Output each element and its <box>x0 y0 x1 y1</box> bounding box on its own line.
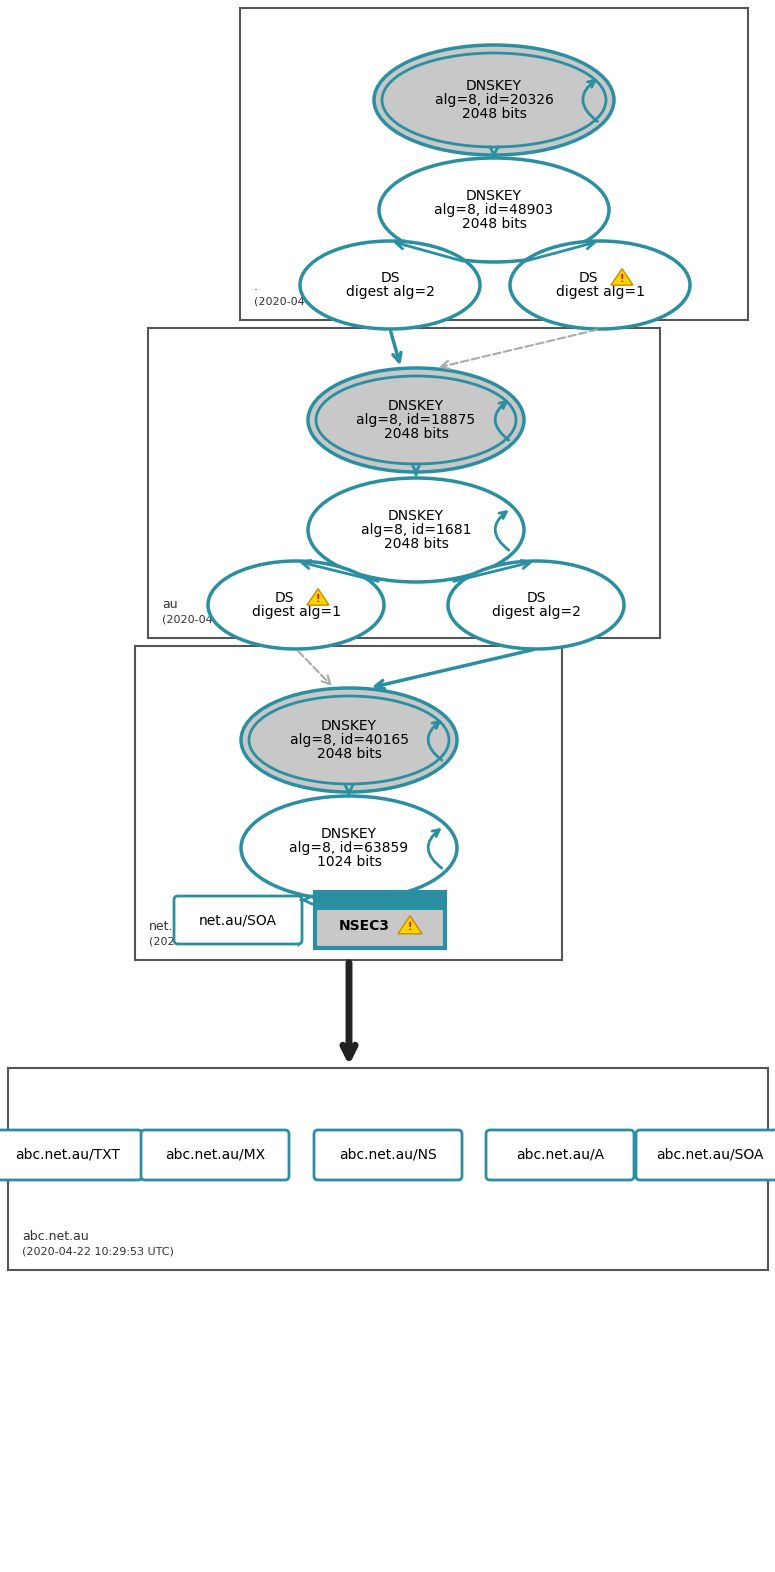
Text: DS: DS <box>381 270 400 285</box>
Text: 2048 bits: 2048 bits <box>384 428 449 442</box>
Text: abc.net.au/A: abc.net.au/A <box>516 1148 604 1162</box>
Text: DS: DS <box>526 591 546 605</box>
Ellipse shape <box>308 368 524 472</box>
Polygon shape <box>398 916 422 934</box>
Text: alg=8, id=40165: alg=8, id=40165 <box>290 733 408 747</box>
FancyBboxPatch shape <box>314 1130 462 1181</box>
Polygon shape <box>611 269 633 285</box>
FancyBboxPatch shape <box>315 891 445 948</box>
FancyBboxPatch shape <box>174 896 302 945</box>
Text: net.au/SOA: net.au/SOA <box>199 913 277 927</box>
Ellipse shape <box>300 241 480 329</box>
Text: alg=8, id=18875: alg=8, id=18875 <box>356 413 476 428</box>
Text: abc.net.au/MX: abc.net.au/MX <box>165 1148 265 1162</box>
FancyBboxPatch shape <box>315 905 445 910</box>
Text: 1024 bits: 1024 bits <box>316 855 381 869</box>
Text: digest alg=1: digest alg=1 <box>252 605 340 619</box>
Text: digest alg=2: digest alg=2 <box>346 285 435 299</box>
Text: net.au: net.au <box>149 920 189 934</box>
Text: DNSKEY: DNSKEY <box>466 79 522 93</box>
Text: DNSKEY: DNSKEY <box>321 827 377 841</box>
Text: (2020-04-22 10:24:38 UTC): (2020-04-22 10:24:38 UTC) <box>162 615 314 624</box>
Text: 2048 bits: 2048 bits <box>462 217 526 231</box>
Text: !: ! <box>315 594 320 604</box>
Text: 2048 bits: 2048 bits <box>316 747 381 761</box>
FancyBboxPatch shape <box>636 1130 775 1181</box>
Text: 2048 bits: 2048 bits <box>462 107 526 121</box>
Ellipse shape <box>241 689 457 792</box>
Text: DNSKEY: DNSKEY <box>466 189 522 203</box>
Text: NSEC3: NSEC3 <box>339 920 390 934</box>
Text: DNSKEY: DNSKEY <box>388 399 444 413</box>
FancyBboxPatch shape <box>141 1130 289 1181</box>
Text: digest alg=2: digest alg=2 <box>491 605 580 619</box>
Text: (2020-04-22 07:22:32 UTC): (2020-04-22 07:22:32 UTC) <box>254 296 406 307</box>
Ellipse shape <box>308 478 524 582</box>
Text: alg=8, id=63859: alg=8, id=63859 <box>289 841 408 855</box>
Text: abc.net.au/NS: abc.net.au/NS <box>339 1148 437 1162</box>
Ellipse shape <box>379 159 609 263</box>
Text: DS: DS <box>274 591 294 605</box>
Ellipse shape <box>374 46 614 156</box>
Text: !: ! <box>408 923 412 932</box>
FancyBboxPatch shape <box>315 891 445 905</box>
Text: abc.net.au/SOA: abc.net.au/SOA <box>656 1148 763 1162</box>
Polygon shape <box>307 588 329 605</box>
Text: abc.net.au: abc.net.au <box>22 1229 89 1243</box>
Text: abc.net.au/TXT: abc.net.au/TXT <box>16 1148 120 1162</box>
Ellipse shape <box>448 561 624 649</box>
Text: !: ! <box>620 274 624 285</box>
Text: alg=8, id=48903: alg=8, id=48903 <box>435 203 553 217</box>
Text: alg=8, id=1681: alg=8, id=1681 <box>360 523 471 538</box>
Text: (2020-04-22 10:29:47 UTC): (2020-04-22 10:29:47 UTC) <box>149 935 301 946</box>
FancyBboxPatch shape <box>0 1130 142 1181</box>
Text: .: . <box>254 280 258 292</box>
FancyBboxPatch shape <box>486 1130 634 1181</box>
Text: 2048 bits: 2048 bits <box>384 538 449 552</box>
Text: DNSKEY: DNSKEY <box>321 718 377 733</box>
Ellipse shape <box>510 241 690 329</box>
Text: au: au <box>162 597 177 612</box>
Text: alg=8, id=20326: alg=8, id=20326 <box>435 93 553 107</box>
Ellipse shape <box>241 795 457 901</box>
Text: (2020-04-22 10:29:53 UTC): (2020-04-22 10:29:53 UTC) <box>22 1247 174 1256</box>
Ellipse shape <box>208 561 384 649</box>
Text: DNSKEY: DNSKEY <box>388 509 444 523</box>
Text: digest alg=1: digest alg=1 <box>556 285 645 299</box>
Text: DS: DS <box>578 270 598 285</box>
